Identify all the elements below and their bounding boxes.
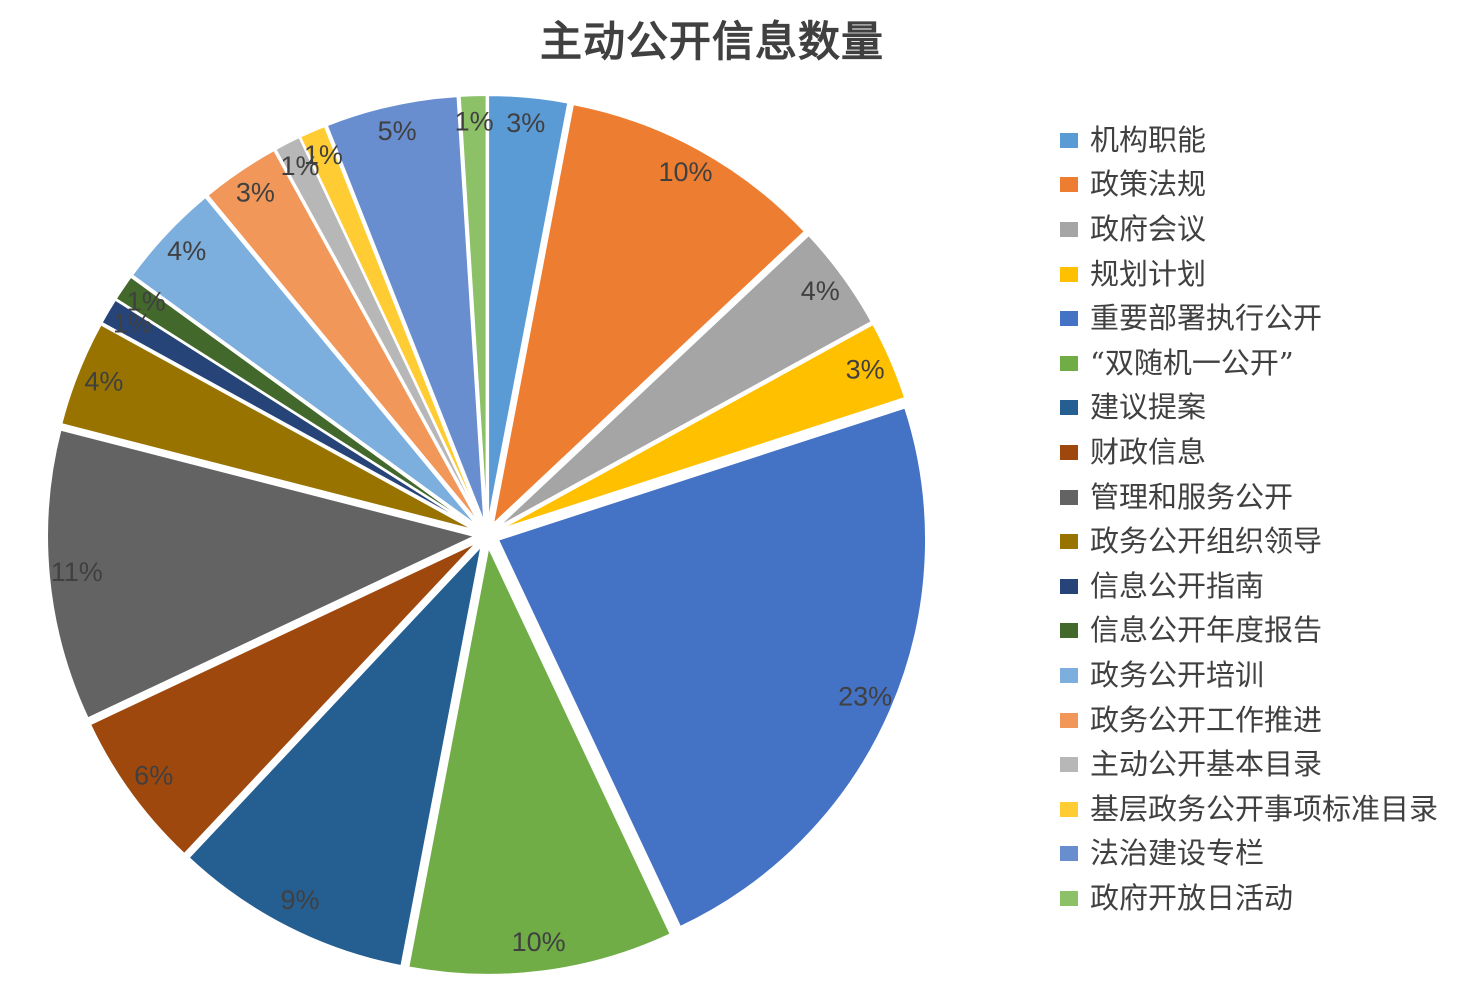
legend-swatch-icon — [1060, 801, 1078, 817]
legend-item-14: 政务公开工作推进 — [1060, 698, 1438, 743]
legend-item-9: 管理和服务公开 — [1060, 475, 1438, 520]
pie-slice-7 — [187, 544, 483, 968]
legend-item-4: 规划计划 — [1060, 252, 1438, 297]
legend-item-5: 重要部署执行公开 — [1060, 296, 1438, 341]
slice-percent-label-6: 10% — [512, 927, 566, 957]
legend-label: 政务公开培训 — [1090, 657, 1265, 692]
pie-slice-16 — [299, 125, 484, 525]
chart-legend: 机构职能政策法规政府会议规划计划重要部署执行公开 “双随机一公开” 建议提案财政信息… — [1060, 118, 1438, 921]
slice-percent-label-1: 3% — [506, 108, 545, 138]
legend-item-18: 政府开放日活动 — [1060, 876, 1438, 921]
legend-swatch-icon — [1060, 757, 1078, 773]
chart-title: 主动公开信息数量 — [539, 17, 885, 66]
pie-slice-6 — [407, 545, 672, 976]
legend-item-2: 政策法规 — [1060, 163, 1438, 208]
slice-percent-label-10: 4% — [84, 366, 123, 396]
slice-percent-label-8: 6% — [134, 760, 173, 790]
slice-percent-label-18: 1% — [455, 106, 494, 136]
pie-plot-area: 3%10%4%3%23%10%9%6%11%4%1%1%4%3%1%1%5% 1% — [46, 94, 928, 976]
legend-label: 管理和服务公开 — [1090, 479, 1294, 514]
legend-item-7: 建议提案 — [1060, 386, 1438, 431]
slice-percent-label-5: 23% — [838, 682, 892, 712]
legend-label: 基层政务公开事项标准目录 — [1090, 791, 1439, 826]
legend-swatch-icon — [1060, 266, 1078, 282]
legend-swatch-icon — [1060, 311, 1078, 327]
slice-percent-label-7: 9% — [280, 885, 319, 915]
pie-slice-9 — [46, 428, 477, 720]
legend-item-17: 法治建设专栏 — [1060, 832, 1438, 877]
pie-slice-18 — [458, 94, 488, 524]
legend-item-12: 信息公开年度报告 — [1060, 609, 1438, 654]
legend-item-3: 政府会议 — [1060, 207, 1438, 252]
legend-item-13: 政务公开培训 — [1060, 653, 1438, 698]
legend-swatch-icon — [1060, 534, 1078, 550]
legend-label: 重要部署执行公开 — [1090, 301, 1323, 336]
legend-item-6: “双随机一公开” — [1060, 341, 1438, 386]
legend-swatch-icon — [1060, 846, 1078, 862]
legend-label: 信息公开指南 — [1090, 568, 1265, 603]
pie-slice-2 — [491, 103, 806, 526]
slice-percent-label-2: 10% — [658, 157, 712, 187]
slice-percent-label-14: 3% — [236, 177, 275, 207]
slice-percent-label-11: 1% — [113, 308, 152, 338]
legend-item-11: 信息公开指南 — [1060, 564, 1438, 609]
legend-swatch-icon — [1060, 712, 1078, 728]
pie-slice-4 — [497, 323, 907, 532]
legend-swatch-icon — [1060, 355, 1078, 371]
pie-slice-14 — [206, 149, 482, 527]
pie-slice-10 — [60, 323, 477, 532]
slice-percent-label-16: 1% — [304, 140, 343, 170]
pie-slice-8 — [89, 541, 479, 856]
legend-label: 机构职能 — [1090, 122, 1207, 157]
legend-swatch-icon — [1060, 221, 1078, 237]
legend-label: 主动公开基本目录 — [1090, 747, 1323, 782]
legend-label: 政务公开组织领导 — [1090, 524, 1323, 559]
pie-slice-5 — [497, 406, 928, 928]
legend-swatch-icon — [1060, 444, 1078, 460]
legend-swatch-icon — [1060, 489, 1078, 505]
slice-percent-label-13: 4% — [167, 236, 206, 266]
legend-label: 政府开放日活动 — [1090, 880, 1294, 915]
legend-item-15: 主动公开基本目录 — [1060, 742, 1438, 787]
legend-label: 法治建设专栏 — [1090, 836, 1265, 871]
legend-label: 信息公开年度报告 — [1090, 613, 1323, 648]
pie-slice-12 — [114, 275, 479, 530]
pie-slice-17 — [325, 95, 486, 525]
legend-swatch-icon — [1060, 667, 1078, 683]
legend-swatch-icon — [1060, 400, 1078, 416]
legend-item-8: 财政信息 — [1060, 430, 1438, 475]
legend-swatch-icon — [1060, 132, 1078, 148]
legend-label: 政策法规 — [1090, 167, 1207, 202]
legend-label: 政府会议 — [1090, 211, 1207, 246]
legend-label: 财政信息 — [1090, 434, 1207, 469]
pie-slice-3 — [495, 234, 873, 529]
pie-slice-13 — [131, 196, 480, 528]
legend-item-10: 政务公开组织领导 — [1060, 519, 1438, 564]
slice-percent-label-3: 4% — [801, 276, 840, 306]
slice-percent-label-4: 3% — [846, 355, 885, 385]
legend-label: “双随机一公开” — [1090, 345, 1294, 380]
legend-swatch-icon — [1060, 578, 1078, 594]
legend-item-1: 机构职能 — [1060, 118, 1438, 163]
legend-swatch-icon — [1060, 177, 1078, 193]
legend-swatch-icon — [1060, 623, 1078, 639]
legend-label: 建议提案 — [1090, 390, 1207, 425]
slice-percent-label-12: 1% — [127, 287, 166, 317]
legend-swatch-icon — [1060, 890, 1078, 906]
slice-percent-label-15: 1% — [280, 151, 319, 181]
legend-label: 政务公开工作推进 — [1090, 702, 1323, 737]
pie-slice-1 — [487, 94, 570, 525]
slice-percent-label-9: 11% — [51, 557, 103, 587]
legend-item-16: 基层政务公开事项标准目录 — [1060, 787, 1438, 832]
legend-label: 规划计划 — [1090, 256, 1207, 291]
slice-percent-label-17: 5% — [378, 116, 417, 146]
